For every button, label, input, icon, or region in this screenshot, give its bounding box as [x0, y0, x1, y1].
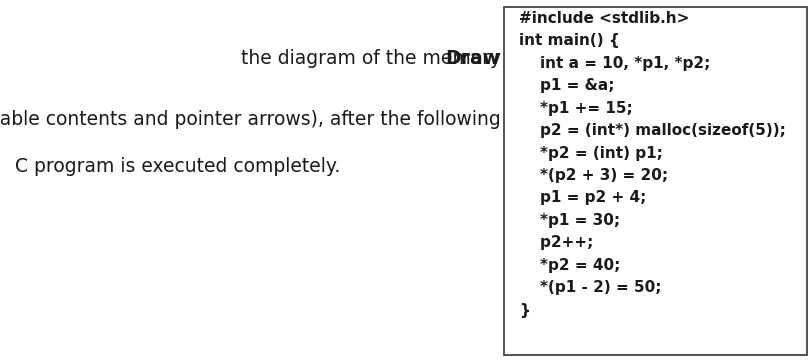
Text: *(p1 - 2) = 50;: *(p1 - 2) = 50;: [519, 280, 662, 295]
Text: Draw: Draw: [445, 49, 500, 68]
Text: the diagram of the memory: the diagram of the memory: [235, 49, 501, 68]
Text: p1 = p2 + 4;: p1 = p2 + 4;: [519, 190, 646, 205]
Text: p2++;: p2++;: [519, 235, 594, 250]
Text: p2 = (int*) malloc(sizeof(5));: p2 = (int*) malloc(sizeof(5));: [519, 123, 786, 138]
Text: *(p2 + 3) = 20;: *(p2 + 3) = 20;: [519, 168, 668, 183]
Text: int a = 10, *p1, *p2;: int a = 10, *p1, *p2;: [519, 56, 710, 71]
Text: C program is executed completely.: C program is executed completely.: [15, 157, 340, 176]
Text: }: }: [519, 303, 530, 317]
Bar: [504, 7, 807, 355]
Text: *p1 = 30;: *p1 = 30;: [519, 213, 620, 228]
Text: *p2 = (int) p1;: *p2 = (int) p1;: [519, 146, 663, 160]
Text: (all variable contents and pointer arrows), after the following: (all variable contents and pointer arrow…: [0, 110, 501, 129]
Text: p1 = &a;: p1 = &a;: [519, 78, 615, 93]
Text: *p1 += 15;: *p1 += 15;: [519, 101, 633, 115]
Text: int main() {: int main() {: [519, 33, 620, 48]
Text: #include <stdlib.h>: #include <stdlib.h>: [519, 11, 689, 26]
Text: *p2 = 40;: *p2 = 40;: [519, 258, 620, 273]
